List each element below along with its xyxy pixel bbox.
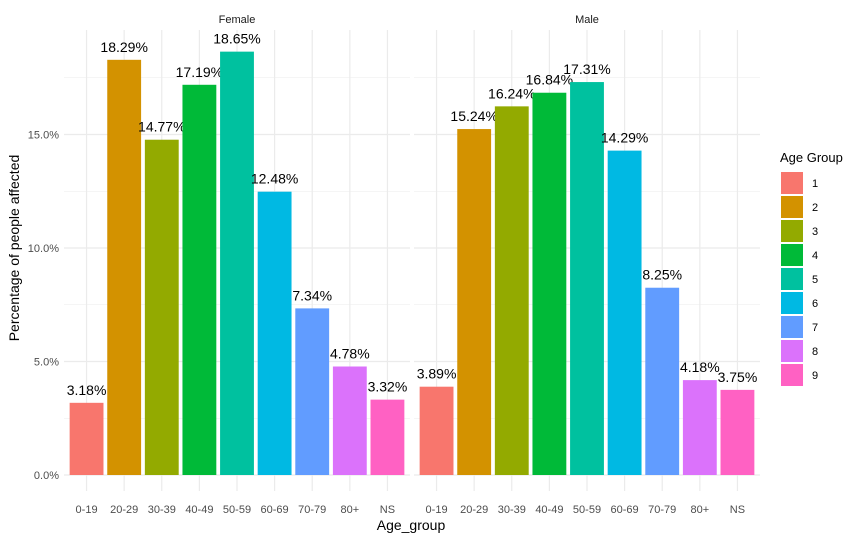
x-tick-label: 40-49 (185, 504, 213, 516)
data-label: 17.19% (176, 64, 223, 80)
legend-swatch (781, 292, 803, 314)
legend-label: 1 (812, 178, 818, 190)
x-tick-label: 50-59 (223, 504, 251, 516)
legend-swatch (781, 268, 803, 290)
x-tick-label: 40-49 (535, 504, 563, 516)
data-label: 18.29% (100, 39, 147, 55)
legend-label: 8 (812, 346, 818, 358)
bar (720, 389, 755, 475)
legend-label: 7 (812, 322, 818, 334)
bar (645, 287, 680, 475)
data-label: 3.89% (417, 366, 457, 382)
x-axis-title: Age_group (377, 517, 446, 533)
x-tick-label: 30-39 (498, 504, 526, 516)
data-label: 18.65% (213, 31, 260, 47)
y-tick-label: 15.0% (28, 130, 59, 142)
bar (570, 82, 604, 476)
x-tick-label: 80+ (340, 504, 359, 516)
data-label: 16.24% (488, 85, 535, 101)
legend-label: 6 (812, 298, 818, 310)
legend-swatch (781, 340, 803, 362)
bar (457, 129, 492, 475)
data-label: 4.18% (680, 359, 720, 375)
y-tick-label: 0.0% (34, 470, 59, 482)
data-label: 16.84% (526, 72, 573, 88)
bar (144, 139, 179, 475)
bar (494, 106, 529, 476)
legend-label: 2 (812, 202, 818, 214)
legend-swatch (781, 244, 803, 266)
data-label: 15.24% (450, 108, 497, 124)
facet-panel-male: Male 3.89% 0-19 15.24% 20-29 16.24% 30-39 16.84… (414, 14, 760, 516)
bar (419, 386, 454, 475)
data-label: 17.31% (563, 61, 610, 77)
data-label: 12.48% (251, 171, 298, 187)
legend-items: 1 2 3 4 5 6 7 8 9 (781, 172, 818, 386)
x-tick-label: NS (380, 504, 395, 516)
legend: Age Group 1 2 3 4 5 6 7 8 9 (780, 150, 843, 386)
bar (107, 59, 142, 475)
facet-label: Male (575, 14, 599, 26)
bar (295, 308, 330, 475)
bar (182, 84, 217, 476)
legend-swatch (781, 220, 803, 242)
x-tick-label: 0-19 (76, 504, 98, 516)
data-label: 7.34% (292, 287, 332, 303)
legend-label: 3 (812, 226, 818, 238)
y-axis: 0.0% 5.0% 10.0% 15.0% (28, 130, 59, 483)
legend-swatch (781, 364, 803, 386)
x-tick-label: 70-79 (298, 504, 326, 516)
x-tick-label: 0-19 (426, 504, 448, 516)
data-label: 14.29% (601, 130, 648, 146)
bar (682, 380, 717, 475)
x-tick-label: 80+ (690, 504, 709, 516)
legend-swatch (781, 316, 803, 338)
x-tick-label: 60-69 (611, 504, 639, 516)
legend-label: 4 (812, 250, 818, 262)
x-tick-label: 20-29 (110, 504, 138, 516)
bar (370, 399, 405, 475)
y-tick-label: 5.0% (34, 357, 59, 369)
data-label: 3.18% (67, 382, 107, 398)
bar (69, 402, 104, 475)
legend-label: 5 (812, 274, 818, 286)
chart-panels: Female 3.18% 0-19 18.29% 20-29 14.77% 30-39 17.… (64, 14, 760, 516)
legend-swatch (781, 196, 803, 218)
bar (332, 366, 367, 475)
y-axis-title: Percentage of people affected (6, 155, 22, 342)
data-label: 4.78% (330, 345, 370, 361)
bar (257, 191, 292, 476)
x-tick-label: 30-39 (148, 504, 176, 516)
data-label: 3.75% (718, 369, 758, 385)
x-tick-label: 70-79 (648, 504, 676, 516)
x-tick-label: 20-29 (460, 504, 488, 516)
data-label: 3.32% (368, 379, 408, 395)
facet-label: Female (219, 14, 256, 26)
legend-label: 9 (812, 370, 818, 382)
bar (607, 150, 642, 475)
x-tick-label: 60-69 (261, 504, 289, 516)
bar (532, 92, 567, 476)
legend-title: Age Group (780, 150, 843, 165)
data-label: 8.25% (642, 267, 682, 283)
x-tick-label: 50-59 (573, 504, 601, 516)
data-label: 14.77% (138, 119, 185, 135)
legend-swatch (781, 172, 803, 194)
facet-panel-female: Female 3.18% 0-19 18.29% 20-29 14.77% 30-39 17.… (64, 14, 410, 516)
x-tick-label: NS (730, 504, 745, 516)
y-tick-label: 10.0% (28, 243, 59, 255)
bar (220, 51, 254, 476)
